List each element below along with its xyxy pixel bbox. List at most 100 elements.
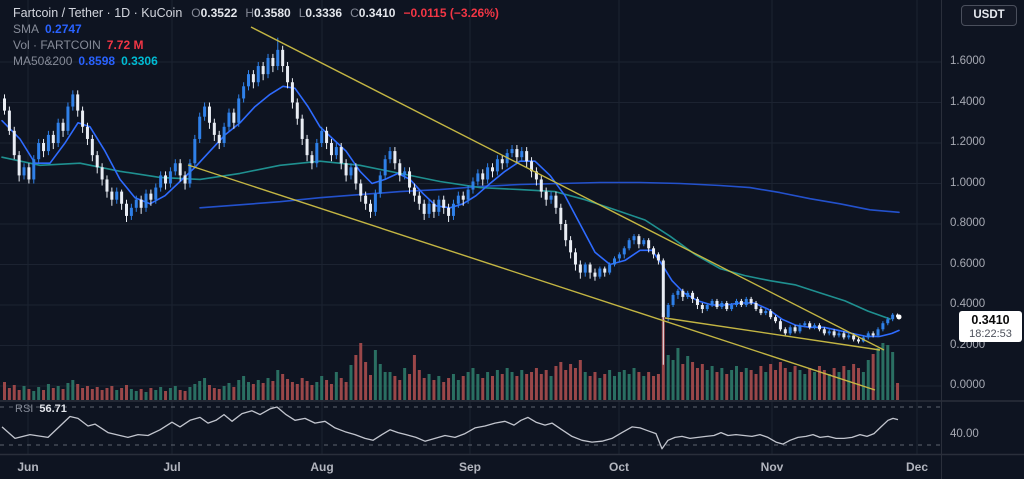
volume-bar	[495, 370, 499, 400]
candle-body	[27, 167, 31, 180]
rsi-legend[interactable]: RSI 56.71	[15, 403, 67, 415]
price-axis-label: 0.6000	[950, 257, 986, 270]
volume-bar	[159, 387, 163, 400]
sma-row[interactable]: SMA 0.2747	[13, 21, 499, 37]
currency-toggle-button[interactable]: USDT	[961, 5, 1017, 26]
rsi-axis-label: 40.00	[950, 428, 979, 440]
candle-body	[486, 167, 490, 180]
volume-bar	[203, 378, 207, 400]
volume-bar	[798, 370, 802, 400]
candle-body	[832, 331, 836, 336]
price-axis[interactable]: 0.3410 18:22:53 1.6000 1.4000 1.2000 1.0000…	[942, 0, 1024, 479]
volume-bar	[17, 390, 21, 400]
candle-body	[778, 321, 782, 330]
volume-bar	[881, 343, 885, 400]
volume-bar	[242, 376, 246, 400]
candle-body	[149, 193, 153, 200]
volume-bar	[266, 378, 270, 400]
candle-body	[71, 94, 75, 107]
price-axis-label: 1.0000	[950, 176, 986, 189]
bar-countdown: 18:22:53	[969, 328, 1012, 340]
candle-body	[647, 240, 651, 249]
candle-body	[320, 130, 324, 143]
candle-body	[76, 94, 80, 111]
volume-bar	[837, 372, 841, 400]
candle-body	[329, 143, 333, 156]
volume-bar	[710, 366, 714, 400]
candle-body	[617, 254, 621, 259]
time-axis-label: Dec	[905, 460, 929, 474]
volume-bar	[76, 384, 80, 400]
volume-bar	[778, 362, 782, 400]
volume-bar	[22, 386, 26, 400]
volume-bar	[739, 372, 743, 400]
volume-bar	[886, 345, 890, 400]
volume-bar	[422, 378, 426, 400]
volume-row[interactable]: Vol · FARTCOIN 7.72 M	[13, 37, 499, 53]
volume-bar	[42, 390, 46, 400]
candle-body	[393, 151, 397, 164]
time-axis-label: Jun	[17, 460, 39, 474]
candle-body	[573, 252, 577, 265]
volume-bar	[325, 380, 329, 400]
candle-body	[129, 207, 133, 216]
candle-body	[325, 130, 329, 143]
volume-bar	[549, 376, 553, 400]
volume-bar	[486, 372, 490, 400]
candle-body	[456, 195, 460, 204]
volume-bar	[154, 390, 158, 400]
candle-body	[871, 333, 875, 336]
ohlc-high: H0.3580	[245, 6, 291, 20]
candle-body	[510, 149, 514, 154]
volume-bar	[37, 387, 41, 400]
symbol-title[interactable]: Fartcoin / Tether · 1D · KuCoin	[13, 6, 183, 20]
candle-body	[232, 112, 236, 123]
candle-body	[159, 175, 163, 188]
volume-bar	[164, 391, 168, 400]
candle-body	[539, 179, 543, 192]
volume-bar	[378, 364, 382, 400]
volume-bar	[627, 374, 631, 400]
candle-body	[886, 319, 890, 324]
time-axis[interactable]: Jun Jul Aug Sep Oct Nov Dec	[0, 455, 941, 479]
candle-body	[12, 130, 16, 156]
candle-body	[705, 305, 709, 310]
volume-bar	[115, 390, 119, 400]
volume-bar	[642, 376, 646, 400]
sma-label: SMA	[13, 22, 40, 36]
candle-body	[559, 207, 563, 224]
candle-body	[847, 335, 851, 338]
volume-bar	[227, 383, 231, 400]
volume-bar	[373, 350, 377, 400]
volume-bar	[671, 360, 675, 400]
candle-body	[866, 333, 870, 338]
volume-bar	[530, 372, 534, 400]
volume-bar	[481, 378, 485, 400]
volume-bar	[676, 348, 680, 400]
candle-body	[295, 102, 299, 119]
candle-body	[3, 98, 6, 111]
candle-body	[525, 151, 529, 162]
volume-bar	[447, 378, 451, 400]
volume-bar	[256, 380, 260, 400]
candle-body	[837, 333, 841, 336]
volume-bar	[525, 374, 529, 400]
ma-label: MA50&200	[13, 54, 73, 68]
ma-row[interactable]: MA50&200 0.8598 0.3306	[13, 53, 499, 69]
volume-bar	[759, 366, 763, 400]
volume-bar	[554, 366, 558, 400]
volume-bar	[168, 388, 172, 400]
candle-body	[51, 134, 55, 143]
candle-body	[461, 195, 465, 200]
volume-bar	[456, 380, 460, 400]
candle-body	[593, 272, 597, 277]
candle-body	[408, 171, 412, 188]
candle-body	[500, 159, 504, 164]
candle-body	[725, 302, 729, 310]
volume-bar	[281, 374, 285, 400]
candle-body	[290, 82, 294, 103]
candle-body	[744, 298, 748, 305]
volume-bar	[247, 382, 250, 400]
volume-bar	[520, 370, 524, 400]
